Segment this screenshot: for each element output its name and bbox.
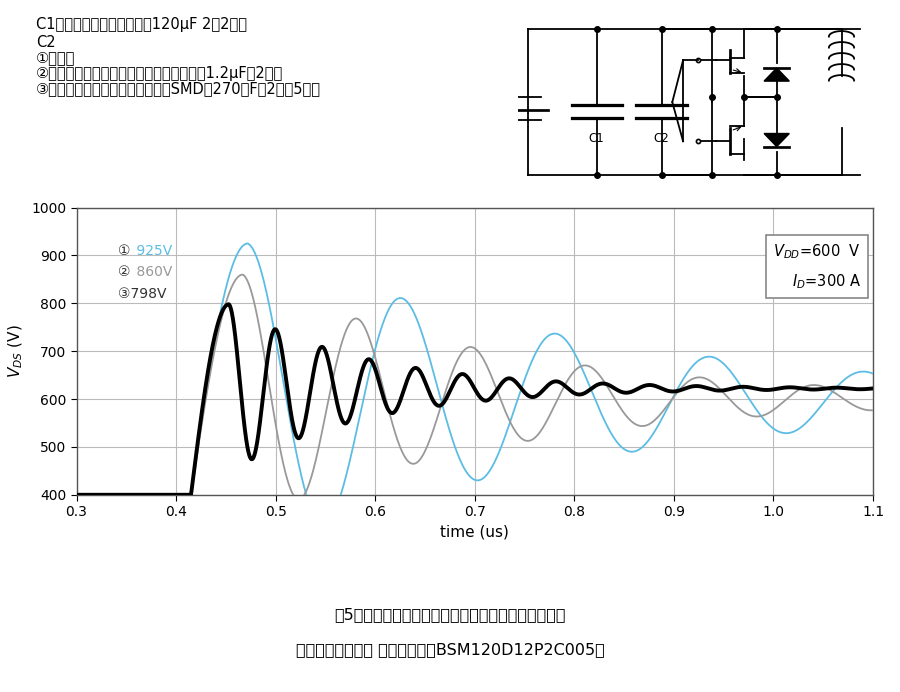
Text: 図5：スナバコンデンサの取り付けとサージ電圧の例: 図5：スナバコンデンサの取り付けとサージ電圧の例 <box>334 608 566 622</box>
Text: ②：フィルムコンデンサ（リードタイプ）1.2μF　2並列: ②：フィルムコンデンサ（リードタイプ）1.2μF 2並列 <box>36 66 284 81</box>
Text: 925V: 925V <box>132 244 173 257</box>
Text: ③798V: ③798V <box>118 286 166 301</box>
Text: ②: ② <box>118 265 130 279</box>
Text: （評価基板を使用 モジュールはBSM120D12P2C005）: （評価基板を使用 モジュールはBSM120D12P2C005） <box>295 642 605 657</box>
Text: ③：積層セラミックコンデンサ（SMD）270ｎF　2直列5並列: ③：積層セラミックコンデンサ（SMD）270ｎF 2直列5並列 <box>36 82 321 97</box>
Polygon shape <box>764 68 789 81</box>
Text: C2: C2 <box>653 132 670 145</box>
Y-axis label: $V_{DS}$ (V): $V_{DS}$ (V) <box>7 325 25 378</box>
Text: C2: C2 <box>36 35 56 50</box>
Text: ①：なし: ①：なし <box>36 50 76 65</box>
Text: 860V: 860V <box>132 265 173 279</box>
Polygon shape <box>764 134 789 147</box>
X-axis label: time (us): time (us) <box>440 525 509 540</box>
Text: ①: ① <box>118 244 130 257</box>
Text: C1: C1 <box>589 132 605 145</box>
Text: $V_{DD}$=600  V
$I_{D}$=300 A: $V_{DD}$=600 V $I_{D}$=300 A <box>773 242 861 291</box>
Text: C1：フィルムコンデンサ　120μF 2直2並列: C1：フィルムコンデンサ 120μF 2直2並列 <box>36 17 247 33</box>
